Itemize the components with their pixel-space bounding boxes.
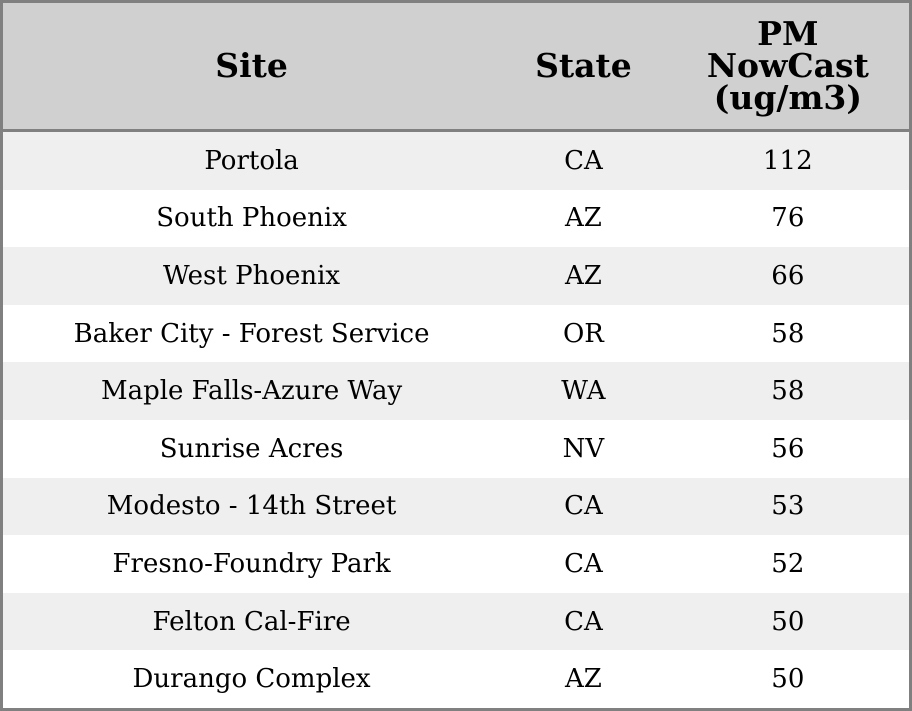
- table-row: Portola CA 112: [1, 130, 911, 190]
- table-cell: Portola: [1, 130, 501, 190]
- table-row: Durango Complex AZ 50: [1, 650, 911, 710]
- table-cell: Maple Falls-Azure Way: [1, 362, 501, 420]
- table-cell: Baker City - Forest Service: [1, 304, 501, 363]
- header-text: PM NowCast (ug/m3): [706, 14, 869, 117]
- table-row: Felton Cal-Fire CA 50: [1, 592, 911, 651]
- table-cell: Felton Cal-Fire: [1, 592, 501, 651]
- table-row: Maple Falls-Azure Way WA 58: [1, 362, 911, 420]
- header-cell: Site: [1, 1, 501, 132]
- table-cell: 50: [666, 592, 911, 651]
- header-cell: PM NowCast (ug/m3): [666, 1, 911, 132]
- table-header: Site State PM NowCast (ug/m3): [1, 1, 911, 132]
- table-cell: 112: [666, 130, 911, 190]
- table-row: Sunrise Acres NV 56: [1, 419, 911, 478]
- table-cell: 76: [666, 189, 911, 248]
- table-cell: 58: [666, 362, 911, 420]
- header-row: Site State PM NowCast (ug/m3): [1, 1, 911, 132]
- table-cell: WA: [500, 362, 667, 420]
- table-cell: Modesto - 14th Street: [1, 477, 501, 536]
- table-cell: AZ: [500, 247, 667, 305]
- table-cell: 50: [666, 650, 911, 710]
- header-text: Site: [215, 46, 288, 85]
- table-row: Baker City - Forest Service OR 58: [1, 304, 911, 363]
- table-cell: NV: [500, 419, 667, 478]
- table-cell: AZ: [500, 650, 667, 710]
- table-cell: 53: [666, 477, 911, 536]
- header-cell: State: [500, 1, 667, 132]
- table-cell: 66: [666, 247, 911, 305]
- table-cell: West Phoenix: [1, 247, 501, 305]
- table-cell: South Phoenix: [1, 189, 501, 248]
- table-cell: 52: [666, 535, 911, 593]
- table-row: Fresno-Foundry Park CA 52: [1, 535, 911, 593]
- table-cell: CA: [500, 477, 667, 536]
- table-cell: Sunrise Acres: [1, 419, 501, 478]
- header-text: State: [535, 46, 632, 85]
- table-cell: CA: [500, 130, 667, 190]
- table-cell: Durango Complex: [1, 650, 501, 710]
- table-cell: AZ: [500, 189, 667, 248]
- table-cell: 56: [666, 419, 911, 478]
- table-cell: CA: [500, 592, 667, 651]
- table-row: West Phoenix AZ 66: [1, 247, 911, 305]
- table-cell: 58: [666, 304, 911, 363]
- table-row: Modesto - 14th Street CA 53: [1, 477, 911, 536]
- table-cell: OR: [500, 304, 667, 363]
- table-body: Portola CA 112 South Phoenix AZ 76 West Phoeni…: [1, 130, 911, 710]
- table-cell: CA: [500, 535, 667, 593]
- table-cell: Fresno-Foundry Park: [1, 535, 501, 593]
- table-row: South Phoenix AZ 76: [1, 189, 911, 248]
